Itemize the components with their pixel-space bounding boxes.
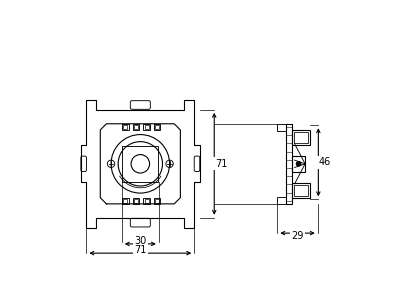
Bar <box>134 199 138 202</box>
Bar <box>292 183 310 198</box>
Bar <box>277 197 286 204</box>
Bar <box>155 199 159 202</box>
Bar <box>154 198 160 204</box>
Bar <box>294 185 308 196</box>
Bar <box>292 156 305 172</box>
Text: 71: 71 <box>215 159 227 169</box>
Bar <box>277 124 286 130</box>
Text: 71: 71 <box>134 245 146 255</box>
Bar <box>143 198 150 204</box>
Text: 46: 46 <box>318 157 331 167</box>
Bar <box>123 125 127 129</box>
Circle shape <box>296 162 301 166</box>
Bar <box>154 124 160 130</box>
Bar <box>122 124 129 130</box>
Bar <box>133 198 139 204</box>
Bar <box>122 146 158 182</box>
Bar <box>286 124 292 204</box>
Bar <box>143 124 150 130</box>
Bar <box>123 199 127 202</box>
Text: 29: 29 <box>291 231 304 241</box>
Bar <box>134 125 138 129</box>
Bar <box>145 199 149 202</box>
Bar <box>155 125 159 129</box>
Bar <box>294 132 308 143</box>
Text: 30: 30 <box>134 236 146 246</box>
Bar <box>122 198 129 204</box>
Bar <box>145 125 149 129</box>
Bar <box>292 130 310 145</box>
Bar <box>133 124 139 130</box>
